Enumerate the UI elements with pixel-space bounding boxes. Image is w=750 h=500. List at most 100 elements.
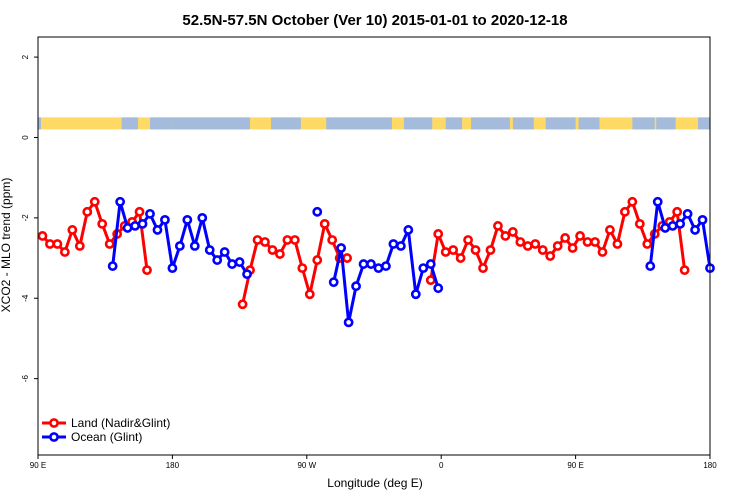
y-tick-label: 2 <box>21 54 30 59</box>
data-point <box>515 237 526 247</box>
data-point <box>282 235 293 245</box>
data-point <box>174 241 185 251</box>
data-point <box>552 241 563 251</box>
y-axis-label: XCO2 - MLO trend (ppm) <box>0 178 13 313</box>
data-point <box>122 223 133 233</box>
data-point <box>234 257 245 267</box>
data-point <box>410 289 421 300</box>
data-point <box>312 206 323 217</box>
data-point <box>433 283 444 294</box>
ocean-band <box>121 117 139 130</box>
data-point <box>219 247 230 257</box>
data-point <box>597 247 608 257</box>
ocean-band <box>38 117 41 130</box>
data-point <box>418 263 429 274</box>
data-point <box>672 206 683 217</box>
data-point <box>545 251 556 261</box>
data-point <box>212 255 223 265</box>
ocean-band <box>403 117 433 130</box>
data-point <box>197 212 208 223</box>
data-point <box>455 253 466 263</box>
legend: Land (Nadir&Glint)Ocean (Glint) <box>42 416 170 444</box>
data-point <box>45 239 55 249</box>
ocean-band <box>698 117 710 130</box>
x-axis-label: Longitude (deg E) <box>327 476 422 490</box>
data-point <box>675 218 686 229</box>
x-tick-label: 90 W <box>297 461 316 470</box>
data-point <box>448 245 459 255</box>
data-point <box>530 239 541 249</box>
data-point <box>145 208 155 219</box>
ocean-band <box>578 117 600 130</box>
data-point <box>204 245 215 255</box>
data-point <box>182 214 193 225</box>
data-point <box>642 239 653 249</box>
data-point <box>260 237 270 247</box>
data-point <box>425 275 436 286</box>
land-ocean-band <box>38 117 710 130</box>
data-point <box>634 218 645 229</box>
x-tick-label: 180 <box>703 461 717 470</box>
y-tick-label: -6 <box>21 375 30 383</box>
plot-frame <box>37 36 711 456</box>
data-point <box>679 265 690 276</box>
data-point <box>89 196 100 207</box>
ocean-band <box>512 117 534 130</box>
data-point <box>275 249 285 259</box>
series-group <box>37 196 715 328</box>
series-line <box>332 228 440 324</box>
data-point <box>403 225 414 235</box>
data-point <box>478 263 488 274</box>
data-point <box>327 235 338 245</box>
data-point <box>336 243 347 253</box>
data-point <box>627 196 638 207</box>
series-land <box>37 196 690 310</box>
data-point <box>328 277 339 288</box>
data-point <box>358 259 369 269</box>
data-point <box>189 241 200 251</box>
data-point <box>395 241 406 251</box>
legend-label: Ocean (Glint) <box>71 430 142 444</box>
data-point <box>237 299 248 310</box>
data-point <box>59 247 70 257</box>
y-axis: 2 0 -2 -4 -6 <box>21 54 38 382</box>
data-point <box>373 263 384 274</box>
data-point <box>697 214 708 225</box>
series-ocean <box>107 196 715 328</box>
data-point <box>500 231 511 241</box>
data-point <box>242 269 252 280</box>
x-axis: 90 E 180 90 W 0 90 E 180 <box>30 455 717 470</box>
x-tick-label: 180 <box>166 461 180 470</box>
data-point <box>582 237 593 247</box>
data-point <box>567 243 578 253</box>
legend-label: Land (Nadir&Glint) <box>71 416 170 430</box>
ocean-band <box>150 117 173 130</box>
chart-title: 52.5N-57.5N October (Ver 10) 2015-01-01 … <box>182 12 567 29</box>
data-point <box>470 245 481 255</box>
ocean-band <box>471 117 510 130</box>
data-point <box>690 225 700 235</box>
series-line <box>111 200 249 275</box>
y-tick-label: -2 <box>21 214 30 222</box>
data-point <box>74 241 85 251</box>
data-point <box>612 239 623 249</box>
data-point <box>366 259 376 269</box>
data-point <box>485 245 496 255</box>
series-line <box>41 200 149 271</box>
data-point <box>652 196 663 207</box>
data-point <box>152 225 163 235</box>
data-point <box>682 208 693 219</box>
ocean-band <box>545 117 576 130</box>
data-point <box>167 263 178 274</box>
ocean-band <box>172 117 251 130</box>
data-point <box>575 231 585 241</box>
data-point <box>351 281 361 292</box>
y-tick-label: -4 <box>21 294 30 302</box>
data-point <box>142 265 152 276</box>
data-point <box>590 237 600 247</box>
data-point <box>37 231 48 241</box>
data-point <box>304 289 315 300</box>
data-point <box>82 206 93 217</box>
data-point <box>104 239 115 249</box>
